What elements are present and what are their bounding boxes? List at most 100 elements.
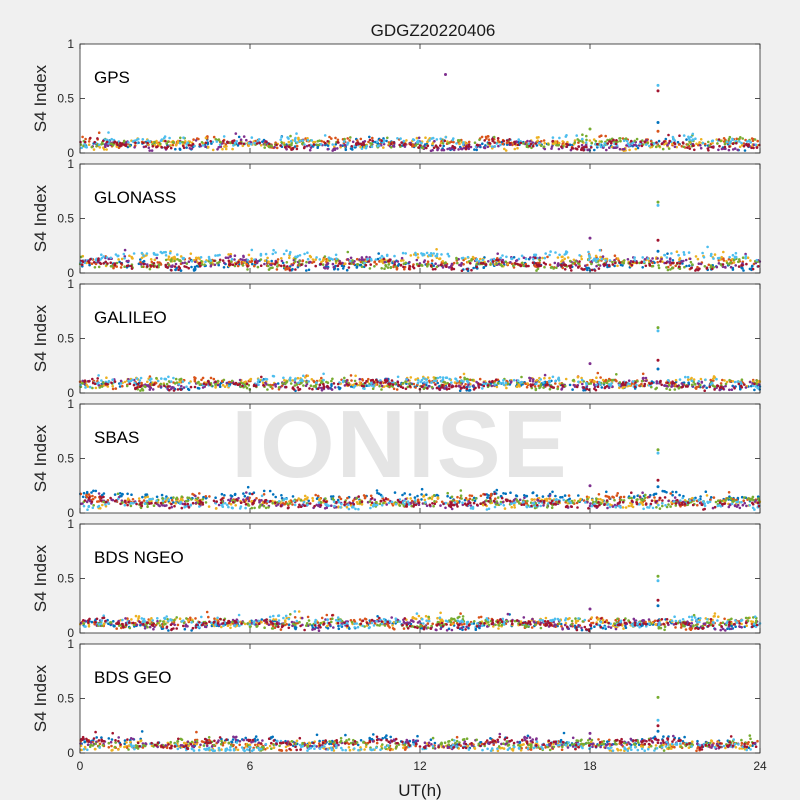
data-point [423, 259, 427, 262]
data-point [616, 264, 619, 268]
data-point [239, 138, 243, 141]
data-point [285, 148, 288, 151]
data-point [529, 142, 533, 146]
data-point [298, 254, 302, 257]
data-point [84, 137, 87, 141]
data-point [419, 141, 423, 144]
data-point [685, 138, 688, 141]
data-point [548, 494, 552, 497]
data-point [550, 147, 553, 150]
data-point [618, 381, 622, 384]
data-point [495, 142, 499, 145]
data-point [159, 142, 162, 146]
data-point [438, 387, 441, 391]
data-point [274, 251, 277, 254]
data-point [674, 378, 678, 382]
data-point [505, 386, 508, 390]
spike-point [656, 249, 660, 253]
data-point [404, 261, 408, 265]
data-point [191, 142, 195, 146]
data-point [173, 382, 177, 385]
data-point [81, 135, 84, 139]
data-point [282, 141, 286, 145]
data-point [546, 255, 549, 259]
data-point [417, 379, 420, 382]
data-point [323, 134, 327, 137]
data-point [515, 385, 519, 389]
data-point [113, 263, 117, 267]
data-point [574, 264, 578, 267]
data-point [213, 259, 216, 263]
data-point [155, 141, 158, 144]
data-point [542, 381, 545, 384]
data-point [414, 386, 417, 389]
data-point [592, 138, 596, 141]
data-point [146, 380, 149, 384]
data-point [562, 263, 566, 267]
data-point [350, 379, 353, 382]
data-point [137, 497, 141, 500]
data-point [212, 377, 216, 381]
data-point [538, 264, 541, 268]
data-point [346, 250, 350, 254]
data-point [644, 376, 648, 380]
data-point [467, 143, 471, 146]
data-point [199, 255, 203, 259]
data-point [267, 145, 271, 149]
data-point [174, 502, 177, 505]
data-point [420, 264, 424, 267]
data-point [659, 260, 662, 263]
data-point [533, 253, 537, 257]
data-point [502, 139, 505, 143]
data-point [557, 141, 561, 145]
data-point [225, 381, 229, 385]
data-point [573, 139, 577, 142]
data-point [459, 387, 463, 390]
data-point [311, 387, 314, 391]
data-point [697, 143, 700, 147]
data-point [207, 505, 211, 508]
data-point [615, 139, 618, 142]
data-point [362, 258, 365, 262]
data-point [409, 143, 413, 146]
data-point [721, 378, 724, 382]
data-point [631, 260, 635, 264]
data-point [139, 376, 143, 380]
data-point [608, 140, 611, 143]
data-point [275, 268, 279, 271]
data-point [351, 140, 355, 144]
data-point [616, 257, 620, 260]
data-point [145, 252, 149, 255]
data-point [93, 140, 96, 144]
data-point [289, 382, 293, 385]
data-point [546, 506, 549, 509]
spike-point [656, 121, 660, 124]
data-point [253, 260, 257, 264]
data-point [558, 136, 561, 140]
data-point [594, 260, 598, 263]
data-point [733, 504, 737, 508]
data-point [461, 143, 465, 146]
data-point [666, 381, 669, 385]
data-point [475, 265, 479, 269]
data-point [331, 149, 335, 152]
data-point [170, 498, 174, 502]
data-point [276, 265, 279, 268]
data-point [475, 148, 479, 152]
data-point [163, 384, 166, 388]
data-point [414, 378, 417, 381]
data-point [250, 248, 254, 252]
data-point [274, 495, 278, 499]
data-point [486, 496, 489, 499]
data-point [221, 383, 225, 387]
data-point [580, 257, 583, 261]
data-point [601, 499, 604, 502]
data-point [266, 388, 269, 391]
data-point [208, 495, 211, 498]
data-point [656, 260, 659, 264]
data-point [96, 500, 99, 503]
data-point [304, 264, 308, 268]
data-point [453, 146, 457, 150]
data-point [220, 492, 224, 496]
data-point [400, 256, 404, 260]
